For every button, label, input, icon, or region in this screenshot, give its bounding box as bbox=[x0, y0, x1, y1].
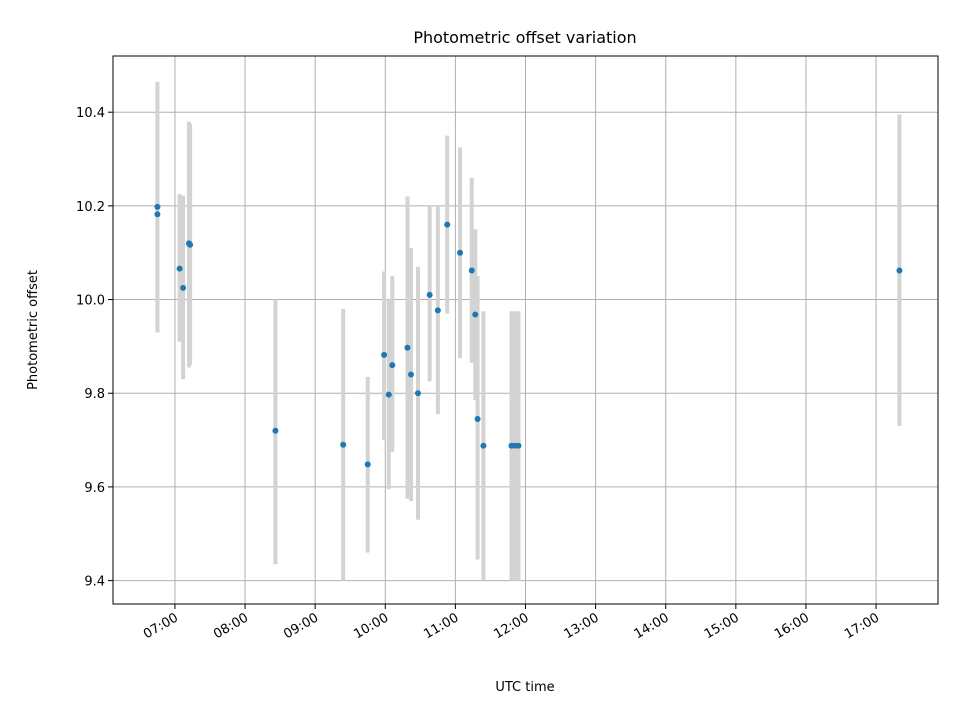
data-point bbox=[180, 284, 187, 291]
data-point bbox=[480, 442, 487, 449]
data-point bbox=[414, 390, 421, 397]
data-point bbox=[515, 442, 522, 449]
y-tick-label: 10.4 bbox=[76, 106, 105, 121]
chart-title: Photometric offset variation bbox=[413, 28, 636, 47]
data-point bbox=[457, 249, 464, 256]
data-point bbox=[340, 441, 347, 448]
y-tick-label: 9.6 bbox=[84, 481, 105, 496]
y-tick-label: 10.2 bbox=[76, 200, 105, 215]
data-point bbox=[896, 267, 903, 274]
data-point bbox=[468, 267, 475, 274]
data-point bbox=[426, 291, 433, 298]
point-layer bbox=[154, 203, 903, 468]
x-axis-label: UTC time bbox=[495, 680, 554, 695]
data-point bbox=[474, 415, 481, 422]
y-axis-label: Photometric offset bbox=[26, 270, 41, 390]
y-tick-label: 9.8 bbox=[84, 387, 105, 402]
data-point bbox=[385, 391, 392, 398]
data-point bbox=[404, 344, 411, 351]
data-point bbox=[472, 311, 479, 318]
data-point bbox=[389, 362, 396, 369]
data-point bbox=[444, 221, 451, 228]
y-tick-label: 9.4 bbox=[84, 575, 105, 590]
y-tick-label: 10.0 bbox=[76, 294, 105, 309]
data-point bbox=[176, 265, 183, 272]
grid-layer bbox=[113, 56, 938, 604]
data-point bbox=[381, 351, 388, 358]
data-point bbox=[272, 427, 279, 434]
data-point bbox=[434, 307, 441, 314]
data-point bbox=[154, 211, 161, 218]
data-point bbox=[187, 241, 194, 248]
data-point bbox=[407, 371, 414, 378]
data-point bbox=[364, 461, 371, 468]
data-point bbox=[154, 203, 161, 210]
